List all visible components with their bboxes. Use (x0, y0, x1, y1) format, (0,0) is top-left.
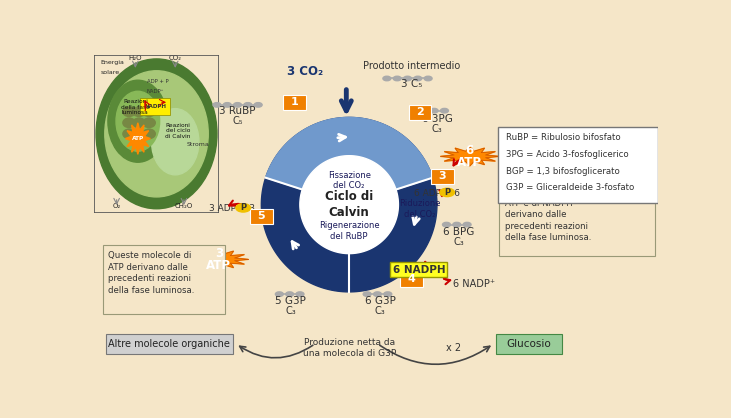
Polygon shape (262, 117, 437, 292)
Text: 3 RuBP: 3 RuBP (219, 106, 256, 116)
Text: 3 ADP + 3: 3 ADP + 3 (209, 204, 255, 213)
Text: 6 NADP⁺: 6 NADP⁺ (452, 280, 495, 290)
Circle shape (441, 108, 448, 113)
Text: x 2: x 2 (447, 343, 461, 353)
Circle shape (374, 292, 382, 296)
FancyBboxPatch shape (105, 334, 233, 354)
Text: BGP = 1,3 bifosfoglicerato: BGP = 1,3 bifosfoglicerato (506, 167, 619, 176)
Circle shape (463, 222, 471, 227)
Text: Queste molecole di
ATP derivano dalle
precedenti reazioni
della fase luminosa.: Queste molecole di ATP derivano dalle pr… (108, 251, 194, 295)
Circle shape (414, 76, 422, 81)
Text: 5 G3P: 5 G3P (276, 296, 306, 306)
Text: 6
ATP: 6 ATP (458, 144, 482, 168)
Circle shape (452, 222, 461, 227)
Circle shape (234, 103, 241, 107)
Polygon shape (265, 117, 433, 189)
Text: Queste molecole di
ATP e di NADPH
derivano dalle
precedenti reazioni
della fase : Queste molecole di ATP e di NADPH deriva… (505, 188, 591, 242)
Circle shape (254, 103, 262, 107)
Text: RuBP = Ribulosio bifosfato: RuBP = Ribulosio bifosfato (506, 133, 620, 142)
FancyBboxPatch shape (409, 105, 431, 120)
Polygon shape (300, 155, 398, 254)
Text: 1: 1 (290, 97, 298, 107)
Circle shape (393, 76, 401, 81)
Text: C₅: C₅ (232, 116, 243, 126)
FancyBboxPatch shape (498, 127, 658, 203)
Circle shape (424, 76, 432, 81)
Circle shape (296, 292, 304, 296)
Circle shape (363, 292, 371, 296)
Text: Rigenerazione
del RuBP: Rigenerazione del RuBP (319, 221, 379, 240)
Text: C₃: C₃ (285, 306, 296, 316)
Text: Ciclo di
Calvin: Ciclo di Calvin (325, 190, 374, 219)
Text: 6 NADPH: 6 NADPH (393, 265, 445, 275)
Circle shape (286, 292, 294, 296)
Text: 2: 2 (416, 107, 424, 117)
FancyBboxPatch shape (250, 209, 273, 224)
Text: Prodotto intermedio: Prodotto intermedio (363, 61, 460, 71)
Text: Produzione netta da
una molecola di G3P: Produzione netta da una molecola di G3P (303, 338, 395, 357)
Text: 6 ADP + 6: 6 ADP + 6 (414, 189, 461, 198)
Text: 6 G3P: 6 G3P (365, 296, 395, 306)
Text: 3: 3 (439, 171, 447, 181)
Text: P: P (240, 204, 246, 212)
Text: Riduzione
del CO₂: Riduzione del CO₂ (399, 199, 441, 219)
FancyBboxPatch shape (102, 245, 224, 314)
FancyBboxPatch shape (400, 272, 423, 287)
Text: Fissazione
del CO₂: Fissazione del CO₂ (327, 171, 371, 190)
Circle shape (244, 103, 251, 107)
Text: 3
ATP: 3 ATP (206, 247, 231, 272)
FancyBboxPatch shape (499, 177, 655, 256)
FancyBboxPatch shape (431, 169, 454, 184)
FancyBboxPatch shape (496, 334, 561, 354)
Polygon shape (189, 250, 249, 269)
Text: 6 BPG: 6 BPG (443, 227, 474, 237)
Circle shape (404, 76, 412, 81)
Text: C₃: C₃ (453, 237, 464, 247)
Text: Altre molecole organiche: Altre molecole organiche (108, 339, 230, 349)
Text: 4: 4 (407, 274, 415, 284)
Circle shape (384, 292, 392, 296)
Circle shape (430, 108, 438, 113)
Circle shape (276, 292, 284, 296)
Circle shape (223, 103, 231, 107)
FancyBboxPatch shape (283, 95, 306, 110)
Circle shape (213, 103, 221, 107)
Text: P: P (444, 188, 450, 197)
Circle shape (440, 188, 455, 196)
Text: C₃: C₃ (375, 306, 386, 316)
Text: 3 C₅: 3 C₅ (401, 79, 422, 89)
Text: G3P = Gliceraldeide 3-fosfato: G3P = Gliceraldeide 3-fosfato (506, 184, 634, 193)
Polygon shape (440, 147, 499, 166)
Circle shape (442, 222, 450, 227)
Text: 3 CO₂: 3 CO₂ (287, 64, 324, 78)
Circle shape (236, 204, 251, 212)
Text: 3PG = Acido 3-fosfoglicerico: 3PG = Acido 3-fosfoglicerico (506, 150, 628, 159)
Text: C₃: C₃ (431, 124, 442, 134)
Text: 6 3PG: 6 3PG (422, 115, 452, 125)
Text: 5: 5 (257, 211, 265, 221)
Circle shape (420, 108, 428, 113)
Circle shape (383, 76, 391, 81)
Text: Glucosio: Glucosio (507, 339, 551, 349)
